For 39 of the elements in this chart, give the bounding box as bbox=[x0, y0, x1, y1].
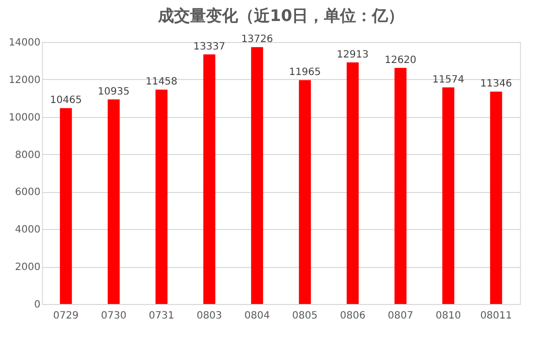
data-label: 13726 bbox=[241, 34, 274, 46]
data-label: 11965 bbox=[288, 67, 321, 78]
data-label: 11346 bbox=[480, 78, 512, 90]
y-tick-label: 6000 bbox=[15, 187, 40, 198]
x-tick-label: 0805 bbox=[292, 310, 318, 322]
x-tick-label: 08011 bbox=[480, 310, 512, 322]
x-tick-label: 0806 bbox=[340, 310, 366, 322]
bar bbox=[442, 87, 454, 304]
y-tick-label: 2000 bbox=[15, 262, 40, 274]
bar bbox=[251, 47, 264, 304]
bar bbox=[298, 80, 311, 304]
data-label: 10935 bbox=[98, 86, 130, 98]
x-tick-label: 0730 bbox=[100, 310, 126, 322]
y-tick-label: 10000 bbox=[8, 112, 40, 124]
x-tick-label: 0807 bbox=[388, 310, 414, 322]
x-tick-label: 0803 bbox=[196, 310, 222, 322]
y-tick-label: 12000 bbox=[8, 74, 40, 86]
y-tick-label: 8000 bbox=[15, 150, 40, 161]
chart-title: 成交量变化（近10日，单位：亿） bbox=[156, 6, 404, 26]
bar bbox=[490, 92, 502, 304]
y-tick-label: 0 bbox=[34, 300, 40, 310]
data-label: 10465 bbox=[50, 95, 82, 106]
data-label: 12620 bbox=[384, 54, 416, 66]
bar bbox=[394, 68, 406, 304]
x-tick-label: 0731 bbox=[148, 310, 174, 322]
bar bbox=[108, 99, 120, 304]
x-tick-label: 0804 bbox=[244, 310, 270, 322]
bar bbox=[346, 62, 359, 304]
bar bbox=[60, 108, 72, 304]
data-label: 11574 bbox=[432, 74, 464, 86]
bar bbox=[203, 54, 216, 304]
x-tick-label: 0729 bbox=[53, 310, 79, 322]
data-label: 11458 bbox=[146, 76, 178, 88]
data-label: 13337 bbox=[193, 41, 226, 52]
x-tick-label: 0810 bbox=[436, 310, 462, 322]
y-tick-label: 4000 bbox=[15, 224, 40, 236]
data-label: 12913 bbox=[336, 49, 369, 60]
y-tick-label: 14000 bbox=[8, 38, 40, 48]
bar bbox=[156, 90, 168, 304]
